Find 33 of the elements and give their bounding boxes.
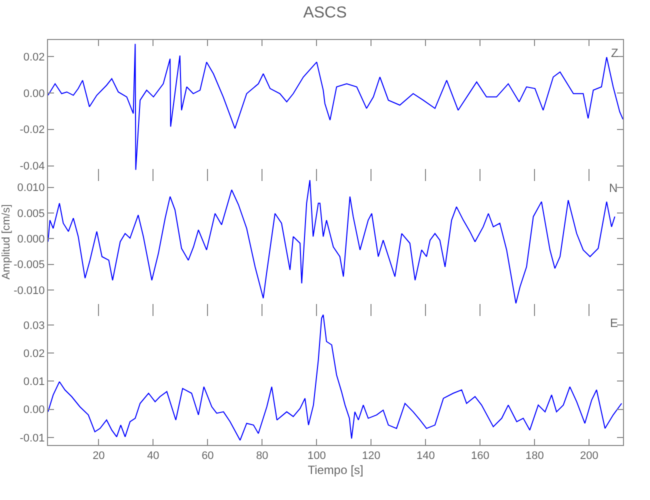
x-tick-label: 140	[416, 450, 435, 462]
line-series	[48, 314, 622, 441]
y-tick-label: -0.010	[14, 284, 45, 297]
x-tick-label: 20	[92, 450, 105, 462]
x-tick-label: 100	[308, 450, 326, 462]
y-tick-label: -0.01	[20, 432, 45, 444]
y-tick-label: 0.00	[23, 88, 45, 100]
y-tick-label: 0.005	[17, 208, 45, 220]
x-tick-label: 120	[362, 450, 380, 462]
y-tick-label: -0.005	[14, 259, 45, 272]
x-tick-label: 40	[147, 450, 160, 462]
y-axis-title: Amplitud [cm/s]	[0, 204, 13, 280]
x-axis-title: Tiempo [s]	[308, 463, 364, 478]
y-tick-label: 0.010	[17, 182, 45, 194]
x-tick-label: 160	[471, 450, 490, 462]
line-series	[48, 43, 623, 170]
annotation: N	[609, 181, 618, 195]
y-tick-label: 0.03	[23, 320, 45, 332]
x-tick-label: 60	[202, 450, 214, 462]
y-tick-label: 0.01	[23, 376, 45, 388]
y-tick-label: 0.00	[23, 404, 45, 416]
y-tick-label: 0.02	[23, 51, 45, 64]
y-tick-label: 0.02	[23, 348, 45, 360]
y-tick-label: 0.000	[17, 234, 45, 246]
annotation: E	[610, 316, 618, 330]
line-series	[48, 180, 616, 304]
x-tick-label: 80	[256, 450, 268, 462]
y-tick-label: -0.04	[20, 160, 45, 173]
annotation: Z	[611, 46, 618, 60]
y-tick-label: -0.02	[20, 124, 45, 136]
x-tick-label: 200	[580, 450, 598, 462]
chart-title: ASCS	[303, 4, 347, 22]
x-tick-label: 180	[526, 450, 544, 462]
